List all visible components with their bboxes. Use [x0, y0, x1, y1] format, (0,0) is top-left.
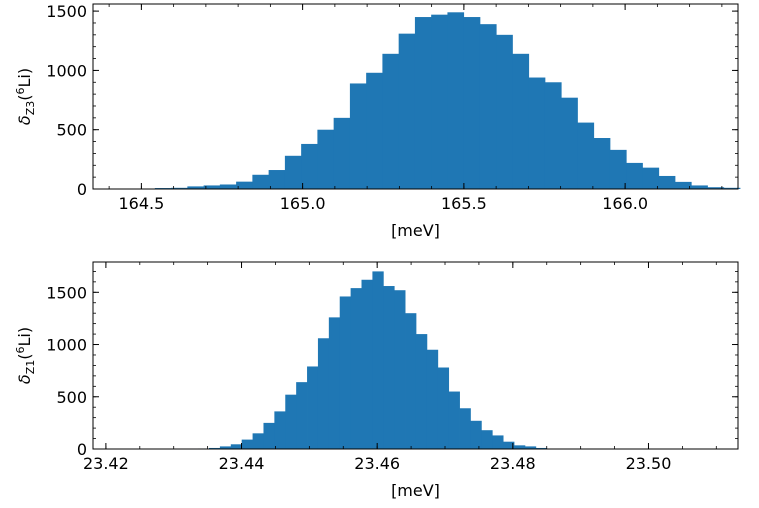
histogram-bar — [252, 175, 269, 189]
histogram-bar — [480, 24, 497, 189]
histogram-bar — [274, 411, 285, 449]
histogram-bar — [285, 156, 302, 189]
histogram-bar — [366, 73, 383, 189]
y-label-sup-z3: 6 — [14, 88, 27, 95]
histogram-bar — [383, 286, 394, 449]
histogram-bar — [263, 423, 274, 449]
y-tick-label: 1000 — [46, 61, 87, 80]
histogram-bar — [334, 118, 351, 189]
y-label-close-z1: Li) — [15, 327, 34, 347]
y-label-sub-z1: Z1 — [24, 360, 37, 375]
x-tick-label: 23.48 — [490, 454, 536, 473]
histogram-bar — [449, 392, 460, 449]
histogram-bar — [307, 366, 318, 449]
histogram-bar — [415, 17, 432, 189]
y-tick-label: 500 — [56, 121, 87, 140]
y-label-main-z3: δ — [15, 115, 34, 125]
x-tick-label: 23.50 — [626, 454, 672, 473]
histogram-bar — [399, 34, 416, 189]
histogram-bars-z3 — [122, 12, 740, 189]
histogram-bar — [577, 123, 594, 189]
histogram-bar — [464, 17, 481, 189]
y-tick-label: 500 — [56, 388, 87, 407]
histogram-bar — [317, 130, 334, 189]
y-axis-label-z1: δZ1(6Li) — [14, 327, 37, 384]
histogram-bar — [301, 144, 318, 189]
histogram-panel-z1: 23.42 23.44 23.46 23.48 23.50 0 500 1000 1500 [m… — [14, 262, 738, 500]
histogram-bar — [318, 338, 329, 449]
x-tick-label: 23.42 — [83, 454, 129, 473]
y-tick-label: 1000 — [46, 336, 87, 355]
histogram-bar — [242, 440, 253, 449]
histogram-bar — [610, 150, 627, 189]
histogram-bars-z1 — [198, 271, 547, 449]
histogram-bar — [372, 271, 383, 449]
x-tick-label: 165.0 — [280, 194, 326, 213]
histogram-bar — [427, 350, 438, 449]
histogram-bar — [545, 82, 562, 189]
histogram-bar — [675, 182, 692, 189]
histogram-bar — [481, 430, 492, 449]
histogram-bar — [329, 317, 340, 449]
histogram-bar — [512, 54, 529, 189]
histogram-bar — [269, 170, 286, 189]
y-tick-label: 0 — [77, 440, 87, 459]
y-tick-label: 1500 — [46, 2, 87, 21]
histogram-bar — [561, 98, 578, 189]
histogram-bar — [416, 334, 427, 449]
histogram-bar — [626, 163, 643, 189]
histogram-bar — [659, 176, 676, 189]
x-tick-label: 164.5 — [118, 194, 164, 213]
histogram-bar — [296, 382, 307, 449]
histogram-bar — [231, 444, 242, 449]
x-axis-label-z3: [meV] — [391, 221, 440, 240]
histogram-bar — [340, 296, 351, 449]
y-label-sup-z1: 6 — [14, 347, 27, 354]
histogram-bar — [351, 288, 362, 449]
histogram-bar — [253, 433, 264, 449]
histogram-bar — [431, 15, 448, 189]
histogram-bar — [382, 54, 399, 189]
x-tick-label: 166.0 — [602, 194, 648, 213]
histogram-bar — [350, 83, 367, 189]
x-tick-label: 23.46 — [354, 454, 400, 473]
histogram-bar — [529, 78, 546, 189]
histogram-bar — [492, 435, 503, 449]
y-label-sub-z3: Z3 — [24, 101, 37, 116]
histogram-bar — [394, 290, 405, 449]
histogram-bar — [220, 184, 237, 189]
y-axis-label-z3: δZ3(6Li) — [14, 68, 37, 125]
histogram-bar — [438, 368, 449, 449]
histogram-bar — [460, 408, 471, 449]
x-tick-label: 23.44 — [219, 454, 265, 473]
histogram-bar — [594, 138, 611, 189]
histogram-bar — [405, 313, 416, 449]
histogram-bar — [362, 280, 373, 449]
histogram-bar — [514, 445, 525, 449]
histogram-bar — [236, 182, 253, 189]
histogram-bar — [470, 421, 481, 449]
histogram-bar — [691, 185, 708, 189]
histogram-bar — [496, 35, 513, 189]
y-tick-label: 0 — [77, 180, 87, 199]
histogram-panel-z3: 164.5 165.0 165.5 166.0 0 500 1000 1500 [meV] δ… — [14, 2, 740, 240]
histogram-bar — [642, 168, 659, 189]
histogram-bar — [447, 12, 464, 189]
histogram-bar — [285, 395, 296, 449]
y-tick-label: 1500 — [46, 283, 87, 302]
x-axis-label-z1: [meV] — [391, 481, 440, 500]
y-label-main-z1: δ — [15, 374, 34, 384]
x-tick-label: 165.5 — [441, 194, 487, 213]
y-label-close-z3: Li) — [15, 68, 34, 88]
